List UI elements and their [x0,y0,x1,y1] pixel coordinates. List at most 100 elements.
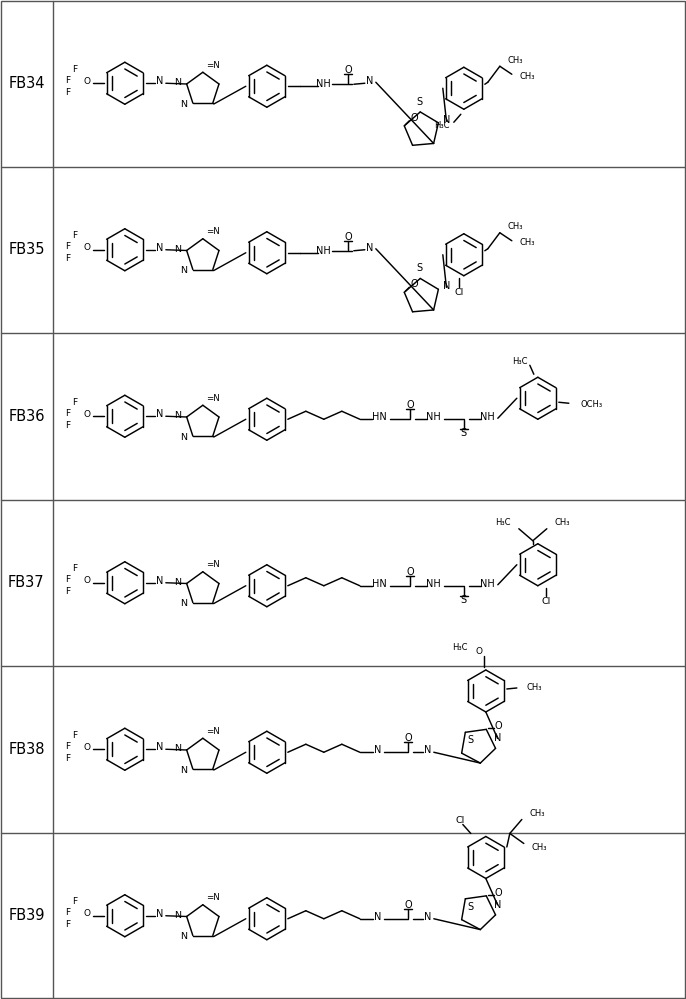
Text: N: N [374,912,381,922]
Text: F: F [65,76,71,85]
Text: N: N [156,243,163,253]
Text: NH: NH [316,79,331,89]
Text: H₃C: H₃C [512,357,528,366]
Text: CH₃: CH₃ [508,222,523,231]
Text: N: N [424,912,431,922]
Text: FB34: FB34 [8,76,45,91]
Text: F: F [72,564,78,573]
Text: O: O [83,77,91,86]
Text: O: O [475,647,482,656]
Text: FB38: FB38 [8,741,45,757]
Text: N: N [366,76,373,86]
Text: N: N [174,744,181,753]
Text: O: O [410,280,418,290]
Text: FB35: FB35 [8,242,45,258]
Text: F: F [72,65,78,74]
Text: N: N [366,243,373,253]
Text: CH₃: CH₃ [520,238,535,247]
Text: N: N [180,266,187,275]
Text: F: F [65,421,71,430]
Text: N: N [494,900,501,910]
Text: N: N [180,599,187,608]
Text: F: F [65,575,71,584]
Text: F: F [65,741,71,751]
Text: OCH₃: OCH₃ [581,400,603,409]
Text: O: O [83,742,91,752]
Text: N: N [374,745,381,755]
Text: O: O [406,401,414,411]
Text: O: O [406,566,414,576]
Text: O: O [495,888,502,898]
Text: NH: NH [480,578,495,588]
Text: O: O [344,65,352,75]
Text: HN: HN [372,413,387,423]
Text: N: N [174,79,181,88]
Text: =N: =N [206,726,220,735]
Text: S: S [461,429,467,439]
Text: F: F [72,231,78,240]
Text: NH: NH [427,578,441,588]
Text: CH₃: CH₃ [520,72,535,81]
Text: F: F [72,730,78,739]
Text: FB37: FB37 [8,575,45,590]
Text: N: N [180,433,187,442]
Text: N: N [156,909,163,919]
Text: S: S [467,735,473,745]
Text: Cl: Cl [454,289,464,298]
Text: Cl: Cl [456,816,464,825]
Text: O: O [83,243,91,253]
Text: F: F [72,398,78,407]
Text: =N: =N [206,560,220,569]
Text: F: F [65,587,71,596]
Text: CH₃: CH₃ [530,809,545,818]
Text: F: F [65,255,71,264]
Text: N: N [180,932,187,941]
Text: N: N [424,745,431,755]
Text: O: O [83,909,91,918]
Text: O: O [344,232,352,242]
Text: S: S [416,264,423,274]
Text: N: N [156,575,163,585]
Text: NH: NH [480,413,495,423]
Text: CH₃: CH₃ [532,843,547,852]
Text: N: N [174,245,181,254]
Text: =N: =N [206,394,220,403]
Text: O: O [404,733,412,743]
Text: N: N [174,412,181,421]
Text: O: O [83,576,91,585]
Text: F: F [72,897,78,906]
Text: F: F [65,920,71,929]
Text: S: S [416,97,423,107]
Text: F: F [65,409,71,418]
Text: F: F [65,88,71,97]
Text: FB36: FB36 [8,409,45,424]
Text: O: O [83,410,91,419]
Text: O: O [410,113,418,123]
Text: HN: HN [372,578,387,588]
Text: N: N [156,76,163,86]
Text: N: N [442,282,450,292]
Text: O: O [495,721,502,731]
Text: Cl: Cl [541,597,550,606]
Text: =N: =N [206,61,220,70]
Text: F: F [65,242,71,252]
Text: N: N [174,578,181,587]
Text: H₃C: H₃C [495,518,511,527]
Text: H₃C: H₃C [434,121,450,130]
Text: CH₃: CH₃ [527,683,543,692]
Text: F: F [65,908,71,917]
Text: NH: NH [316,246,331,256]
Text: =N: =N [206,893,220,902]
Text: S: S [467,902,473,912]
Text: S: S [461,594,467,604]
Text: N: N [180,100,187,109]
Text: N: N [180,765,187,774]
Text: O: O [404,900,412,910]
Text: N: N [156,410,163,420]
Text: N: N [442,115,450,125]
Text: N: N [494,733,501,743]
Text: F: F [65,754,71,763]
Text: NH: NH [427,413,441,423]
Text: N: N [174,911,181,920]
Text: N: N [156,742,163,752]
